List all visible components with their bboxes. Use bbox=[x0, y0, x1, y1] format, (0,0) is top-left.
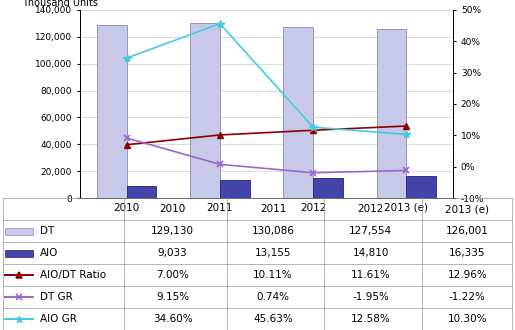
Text: 0.74%: 0.74% bbox=[256, 292, 289, 302]
Text: 11.61%: 11.61% bbox=[351, 270, 391, 280]
Bar bbox=[97, 24, 127, 198]
Text: 2010: 2010 bbox=[160, 204, 185, 214]
Bar bbox=[406, 176, 436, 198]
Bar bbox=[283, 27, 313, 198]
Text: AIO/DT Ratio: AIO/DT Ratio bbox=[40, 270, 106, 280]
Text: AIO GR: AIO GR bbox=[40, 314, 77, 324]
Text: DT: DT bbox=[40, 226, 54, 236]
Bar bbox=[376, 29, 406, 198]
Text: 9.15%: 9.15% bbox=[156, 292, 189, 302]
Text: 129,130: 129,130 bbox=[151, 226, 194, 236]
Bar bbox=[313, 178, 343, 198]
Text: 2013 (e): 2013 (e) bbox=[445, 204, 489, 214]
Text: 9,033: 9,033 bbox=[158, 248, 187, 258]
Text: 126,001: 126,001 bbox=[446, 226, 489, 236]
Text: -1.22%: -1.22% bbox=[449, 292, 486, 302]
Text: 13,155: 13,155 bbox=[255, 248, 291, 258]
Text: 10.30%: 10.30% bbox=[448, 314, 487, 324]
Text: 14,810: 14,810 bbox=[353, 248, 389, 258]
Text: 45.63%: 45.63% bbox=[253, 314, 293, 324]
Text: 2012: 2012 bbox=[357, 204, 384, 214]
Text: 34.60%: 34.60% bbox=[153, 314, 192, 324]
Text: AIO: AIO bbox=[40, 248, 58, 258]
Text: 10.11%: 10.11% bbox=[253, 270, 293, 280]
Bar bbox=[220, 180, 250, 198]
Bar bbox=[127, 186, 157, 198]
Text: 12.58%: 12.58% bbox=[351, 314, 391, 324]
Text: DT GR: DT GR bbox=[40, 292, 73, 302]
Text: Thousand Units: Thousand Units bbox=[22, 0, 98, 8]
Text: 130,086: 130,086 bbox=[251, 226, 295, 236]
Text: 7.00%: 7.00% bbox=[156, 270, 189, 280]
FancyBboxPatch shape bbox=[5, 250, 33, 257]
Text: -1.95%: -1.95% bbox=[352, 292, 389, 302]
Text: 127,554: 127,554 bbox=[349, 226, 392, 236]
Text: 16,335: 16,335 bbox=[449, 248, 486, 258]
Bar bbox=[190, 23, 220, 198]
Text: 2011: 2011 bbox=[260, 204, 286, 214]
Text: 12.96%: 12.96% bbox=[448, 270, 487, 280]
FancyBboxPatch shape bbox=[5, 228, 33, 235]
